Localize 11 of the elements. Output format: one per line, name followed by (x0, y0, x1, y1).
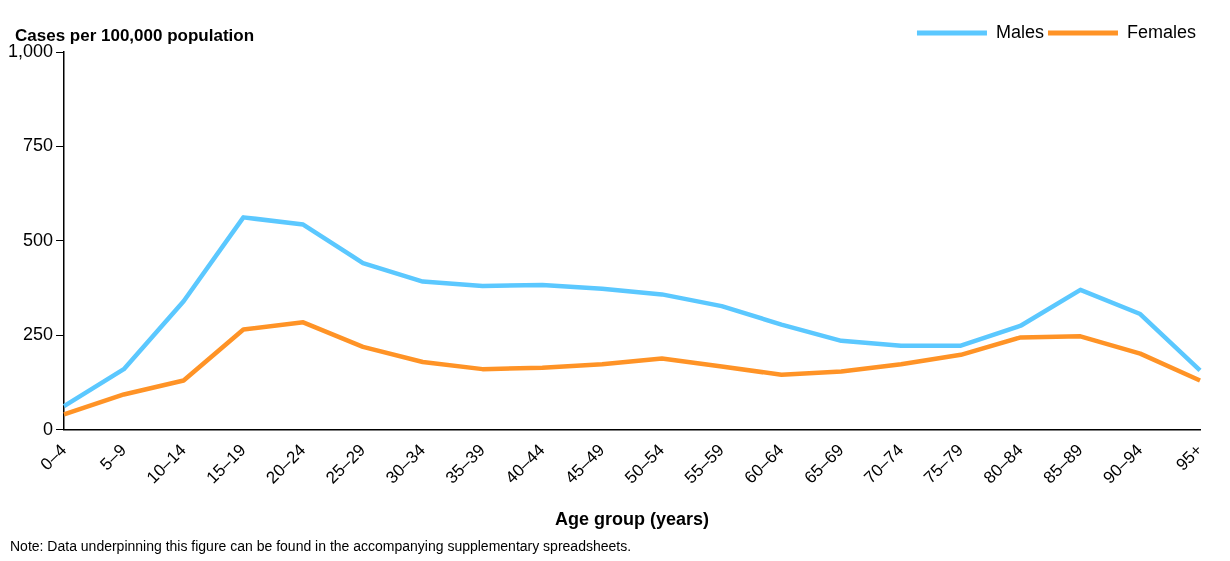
x-tick-label: 5–9 (96, 440, 130, 474)
y-tick-label: 750 (23, 135, 54, 156)
x-axis-title: Age group (years) (555, 509, 710, 530)
y-tick-label: 250 (23, 324, 54, 345)
x-tick-label: 95+ (1172, 440, 1207, 475)
x-tick-label: 0–4 (36, 440, 71, 474)
legend-label: Females (1126, 21, 1197, 42)
text: Note: Data underpinning this figure can be found in the accompanying supplementary spreadsheets. (10, 538, 632, 554)
y-tick-label: 500 (23, 229, 54, 250)
y-tick-label: 0 (43, 418, 54, 439)
legend-label: Males (995, 21, 1044, 42)
